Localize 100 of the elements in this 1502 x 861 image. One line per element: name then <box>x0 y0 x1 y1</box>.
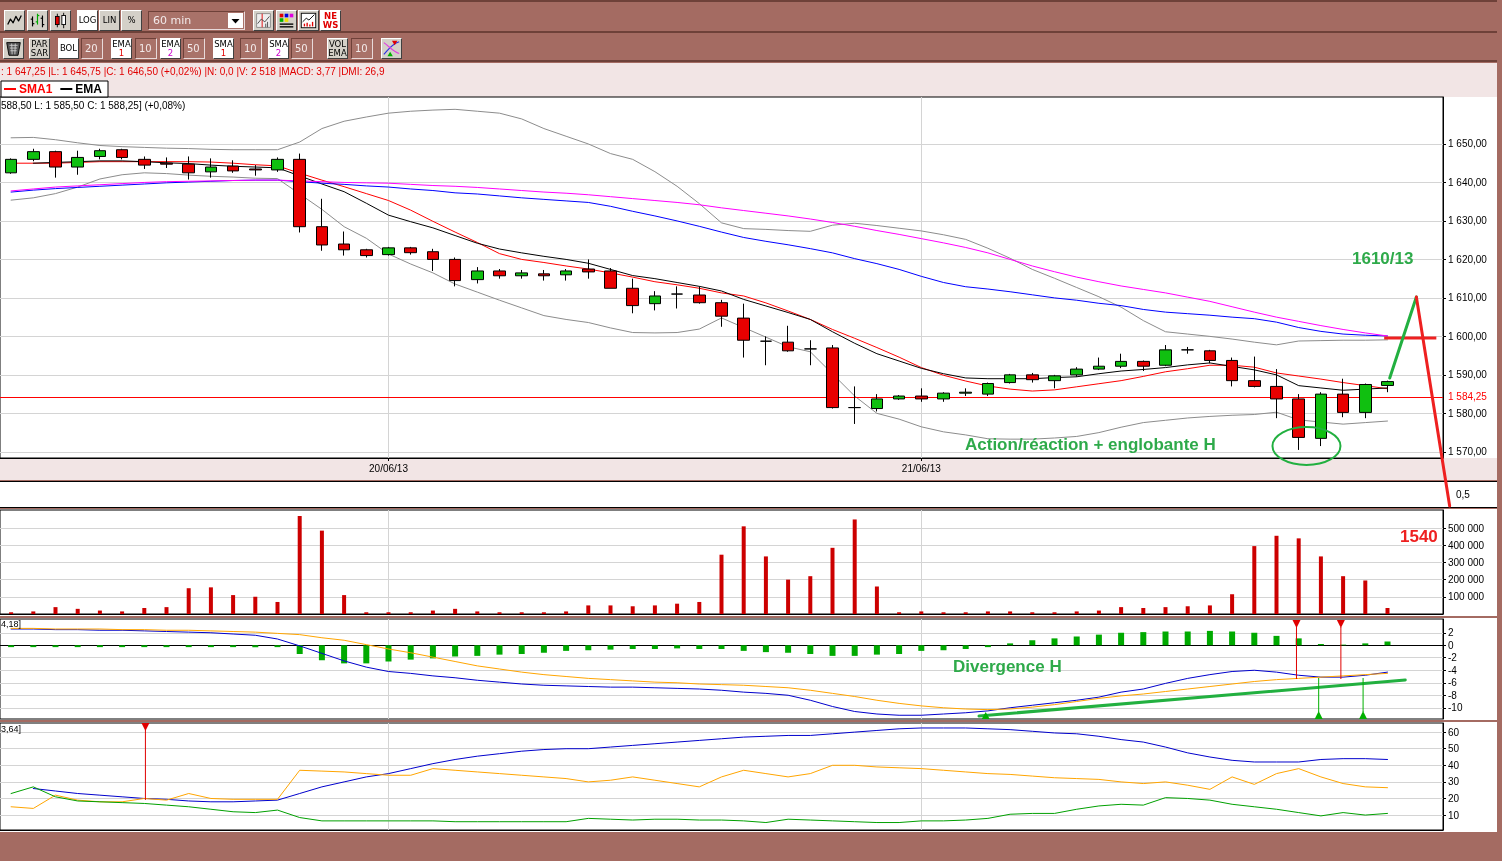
candlestick <box>982 382 994 397</box>
candlestick <box>626 278 639 314</box>
legend-label: SMA1 <box>19 82 53 96</box>
bar <box>740 645 747 651</box>
bar <box>475 611 480 614</box>
bar <box>918 645 925 651</box>
bar <box>142 607 147 614</box>
bar <box>275 601 280 614</box>
y-tick-label: 200 000 <box>1448 574 1485 586</box>
bar <box>1095 634 1102 646</box>
annotation: 4,18] <box>1 619 22 630</box>
button: VOL EMA <box>327 38 348 59</box>
x-tick-label: 21/06/13 <box>901 462 942 474</box>
bar <box>1385 607 1390 614</box>
y-tick-label: -10 <box>1448 702 1463 714</box>
line-series <box>32 727 1388 803</box>
bar <box>674 645 681 649</box>
candlestick <box>404 246 417 256</box>
candlestick <box>1115 353 1127 369</box>
bar <box>1274 535 1279 614</box>
candlestick <box>493 268 506 280</box>
bar <box>363 645 370 664</box>
candlestick <box>27 148 40 162</box>
bar <box>1029 640 1036 646</box>
bar <box>1207 605 1212 614</box>
bar <box>1229 631 1236 646</box>
y-tick-label: 1 610,00 <box>1448 292 1488 304</box>
bar <box>741 526 746 614</box>
y-tick-label: 1 590,00 <box>1448 369 1488 381</box>
bar <box>1318 556 1323 614</box>
bar <box>874 586 879 614</box>
bar <box>474 645 481 656</box>
bar <box>164 607 169 614</box>
bar <box>253 596 258 614</box>
y-tick-label: 40 <box>1448 759 1460 771</box>
button: SMA 1 <box>213 38 234 59</box>
bar <box>896 645 903 654</box>
legend-label: EMA <box>75 82 103 96</box>
bar <box>1251 632 1258 646</box>
bar <box>1252 546 1257 614</box>
y-tick-label: 100 000 <box>1448 591 1485 603</box>
bar <box>496 645 503 655</box>
button: SMA 2 <box>268 38 289 59</box>
candlestick <box>1070 366 1083 378</box>
bar <box>719 554 724 614</box>
candlestick <box>693 285 706 305</box>
bar <box>1184 631 1191 646</box>
y-tick-label: 2 <box>1448 627 1454 639</box>
candlestick <box>649 290 661 311</box>
bar <box>652 605 657 614</box>
y-tick-label: 1 580,00 <box>1448 407 1488 419</box>
bar <box>453 608 458 614</box>
bar <box>1230 594 1235 614</box>
candlestick <box>1226 357 1238 387</box>
y-tick-label: 30 <box>1448 776 1460 788</box>
bar <box>1363 580 1368 614</box>
bar <box>763 556 768 614</box>
annotation: 3,64] <box>1 724 22 735</box>
bar <box>807 645 814 654</box>
candlestick <box>937 391 950 403</box>
line-series <box>10 764 1388 809</box>
number-field: 10 <box>240 38 262 59</box>
number-field: 20 <box>81 38 103 59</box>
bar <box>318 645 325 661</box>
number-field: 10 <box>351 38 373 59</box>
bar <box>120 611 125 614</box>
candlestick <box>782 325 794 353</box>
candlestick <box>449 256 461 287</box>
bar <box>762 645 769 653</box>
dropdown: 60 min <box>148 11 245 30</box>
bar <box>1163 607 1168 614</box>
candlestick <box>715 299 728 328</box>
y-tick-label: 1 620,00 <box>1448 253 1488 265</box>
text: 1540 <box>1400 527 1438 547</box>
y-tick-label: 400 000 <box>1448 539 1485 551</box>
bar <box>1296 538 1301 614</box>
candlestick <box>5 157 17 175</box>
bar <box>1074 611 1079 614</box>
bar <box>1273 635 1280 646</box>
bar <box>608 605 613 614</box>
y-tick-label: 1 650,00 <box>1448 138 1488 150</box>
bar <box>808 576 813 614</box>
candlestick <box>671 285 683 309</box>
y-tick-label: 60 <box>1448 726 1460 738</box>
annotation: 588,50 L: 1 585,50 C: 1 588,25] (+0,08%) <box>1 100 186 111</box>
bar <box>962 645 969 649</box>
bar <box>452 645 459 657</box>
bar <box>985 611 990 614</box>
bar <box>829 645 836 656</box>
bar <box>697 601 702 614</box>
bar <box>1073 636 1080 646</box>
bar <box>607 645 614 650</box>
candlestick <box>1292 393 1305 451</box>
candlestick <box>538 269 550 282</box>
candlestick <box>959 387 972 397</box>
y-tick-label: 1 570,00 <box>1448 446 1488 458</box>
candlestick <box>1137 359 1150 372</box>
bar <box>696 645 703 649</box>
number-field: 50 <box>183 38 205 59</box>
button: LOG <box>77 10 98 31</box>
